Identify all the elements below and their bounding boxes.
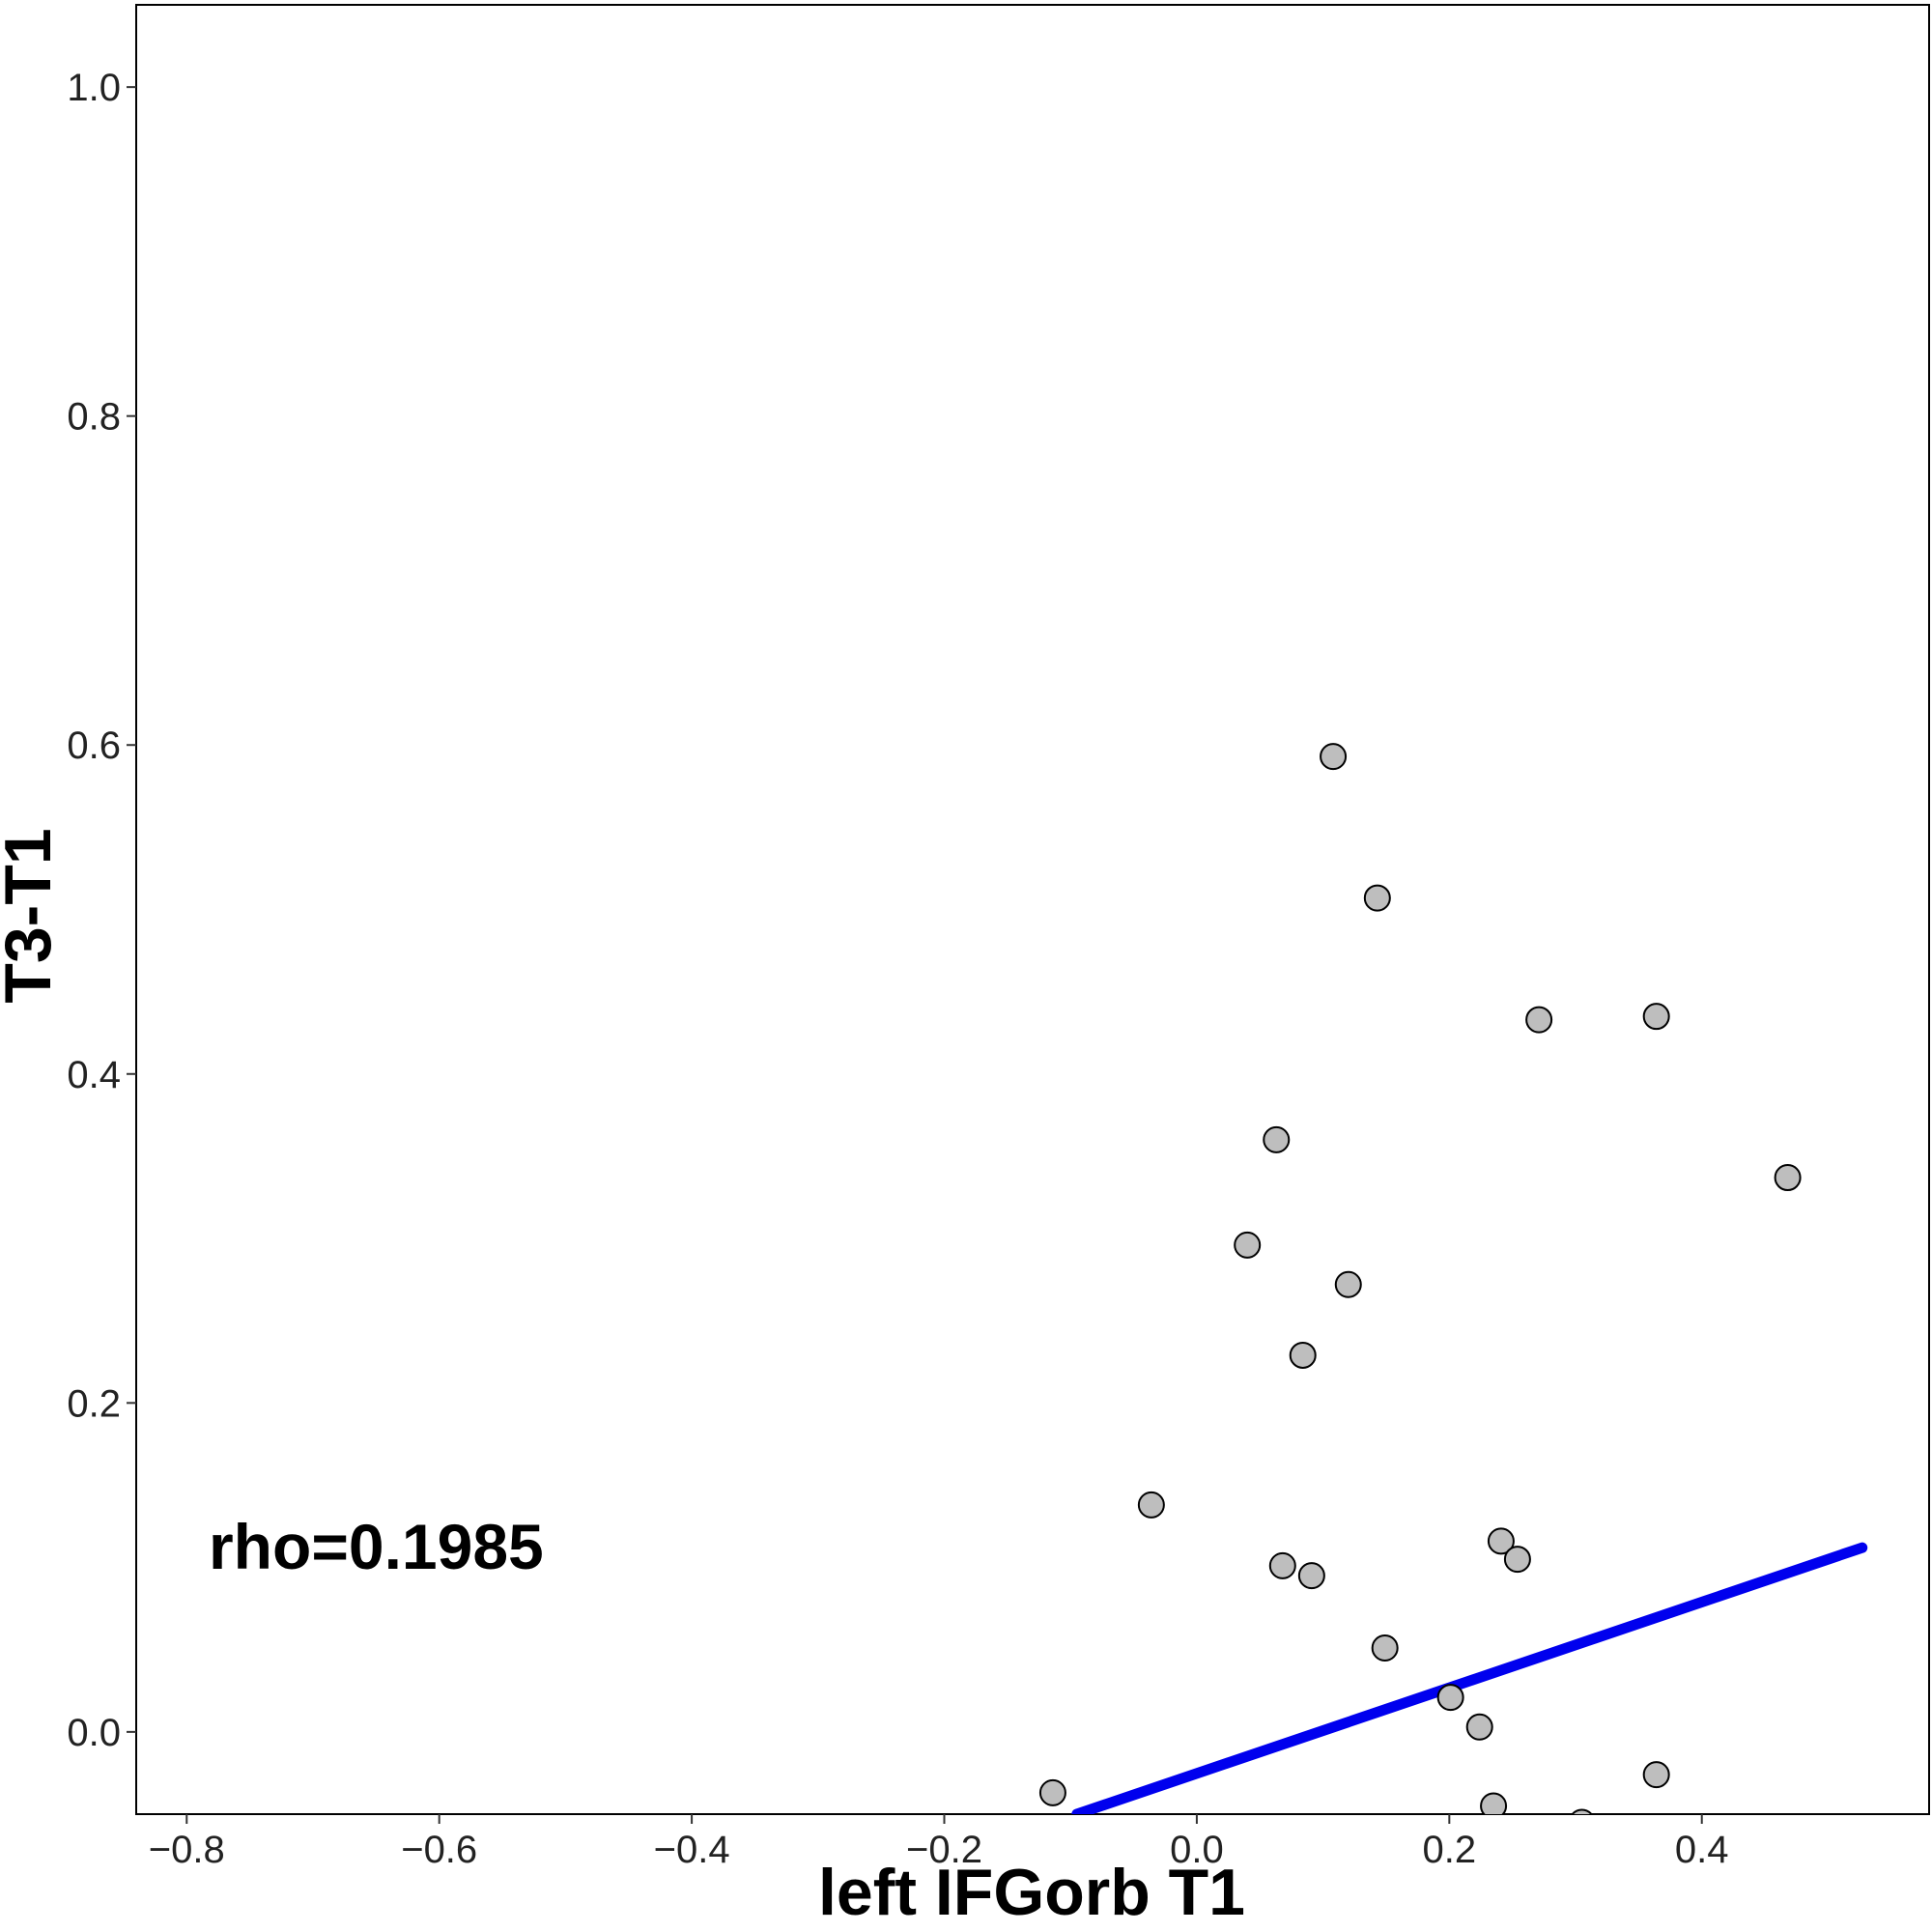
data-point	[1642, 1761, 1670, 1789]
data-point	[1363, 884, 1391, 912]
data-point	[1503, 1546, 1531, 1574]
data-point	[1436, 1684, 1464, 1712]
x-tick-label: −0.4	[654, 1829, 730, 1871]
x-tick-label: 0.2	[1423, 1829, 1477, 1871]
data-point	[1487, 1527, 1515, 1555]
data-point	[1297, 1562, 1325, 1590]
data-point	[1571, 1808, 1593, 1814]
x-tick-label: −0.6	[401, 1829, 477, 1871]
data-point	[1642, 1003, 1670, 1031]
data-point	[1268, 1551, 1296, 1579]
y-tick-label: 0.4	[67, 1054, 121, 1096]
data-point	[1234, 1231, 1262, 1259]
y-tick-label: 0.2	[67, 1382, 121, 1425]
y-tick-label: 0.8	[67, 396, 121, 439]
correlation-annotation: rho=0.1985	[209, 1511, 544, 1582]
data-point	[1465, 1713, 1493, 1741]
y-axis: 0.0 0.2 0.4 0.6 0.8 1.0	[67, 67, 136, 1754]
x-axis: −0.8 −0.6 −0.4 −0.2 0.0 0.2 0.4	[149, 1814, 1729, 1871]
x-tick-label: 0.0	[1170, 1829, 1224, 1871]
data-point	[1371, 1634, 1399, 1662]
data-point	[1480, 1792, 1508, 1814]
y-tick-label: 0.0	[67, 1712, 121, 1754]
fit-line	[1071, 1542, 1868, 1814]
y-tick-label: 0.6	[67, 724, 121, 767]
data-point	[1334, 1270, 1362, 1298]
y-tick-label: 1.0	[67, 67, 121, 109]
data-point	[1137, 1491, 1165, 1519]
plot-panel	[135, 4, 1930, 1815]
data-point	[1263, 1125, 1291, 1153]
data-point	[1525, 1006, 1553, 1034]
plot-marks	[1038, 743, 1868, 1814]
x-tick-label: −0.2	[906, 1829, 982, 1871]
x-tick-label: −0.8	[149, 1829, 225, 1871]
y-axis-title: T3-T1	[0, 828, 65, 1003]
data-point	[1289, 1341, 1317, 1369]
data-points	[1038, 743, 1802, 1814]
x-axis-title: left IFGorb T1	[818, 1856, 1245, 1929]
data-point	[1320, 743, 1348, 771]
data-point	[1774, 1164, 1802, 1192]
data-point	[1038, 1778, 1066, 1806]
x-tick-label: 0.4	[1675, 1829, 1729, 1871]
